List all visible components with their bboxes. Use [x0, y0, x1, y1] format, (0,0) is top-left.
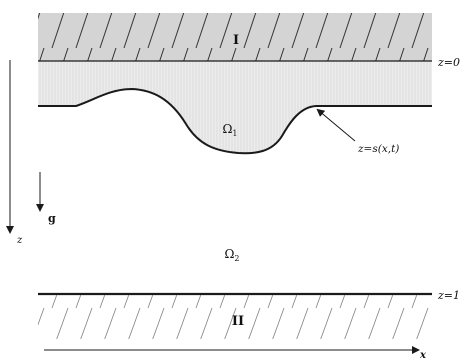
- interface-curve: [38, 87, 432, 155]
- vertical-axis-label: z: [16, 235, 23, 246]
- layer-one-region: [38, 61, 432, 154]
- region-lower-label: II: [232, 314, 244, 329]
- gravity-label: g: [48, 212, 56, 225]
- region-upper-label: I: [233, 33, 239, 48]
- top-surface-label: z=0: [437, 56, 460, 69]
- layer-two-label: Ω2: [224, 247, 239, 263]
- layer-one-label: Ω1: [222, 122, 237, 138]
- bottom-surface-label: z=1: [437, 289, 460, 302]
- lower-plate-hatching: [38, 295, 432, 339]
- upper-plate: [38, 13, 432, 61]
- interface-label: z=s(x,t): [357, 143, 399, 155]
- horizontal-axis-label: x: [419, 350, 427, 359]
- interface-label-pointer: [316, 108, 356, 142]
- layer-one-texture: [38, 61, 432, 154]
- upper-plate-hatching: [38, 13, 432, 61]
